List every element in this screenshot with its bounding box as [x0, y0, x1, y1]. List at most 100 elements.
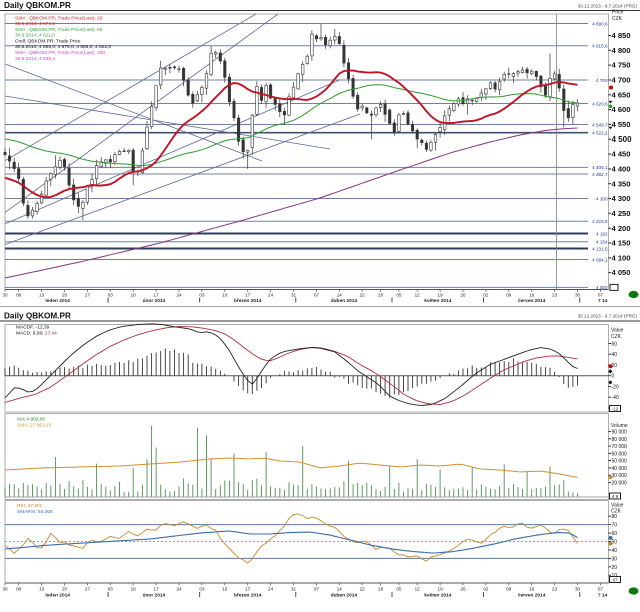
svg-text:4 500: 4 500 [612, 135, 633, 144]
svg-text:4 000: 4 000 [596, 285, 608, 290]
svg-text:-12: -12 [612, 407, 619, 412]
svg-text:4 450: 4 450 [612, 150, 631, 159]
svg-text:17: 17 [245, 587, 251, 592]
svg-text:0: 0 [612, 374, 615, 380]
svg-text:30.12.2013 - 9.7.2014 (PRG): 30.12.2013 - 9.7.2014 (PRG) [578, 314, 638, 319]
svg-text:70: 70 [612, 523, 618, 529]
svg-text:07: 07 [314, 293, 320, 298]
svg-text:-20: -20 [612, 384, 619, 390]
svg-text:4 382,7: 4 382,7 [592, 172, 608, 177]
svg-text:květen 2014: květen 2014 [424, 298, 452, 304]
svg-text:30: 30 [575, 293, 581, 298]
svg-text:duben 2014: duben 2014 [331, 298, 358, 304]
svg-text:07: 07 [598, 293, 604, 298]
svg-text:12: 12 [415, 587, 421, 592]
svg-text:06: 06 [16, 293, 22, 298]
svg-text:4 850: 4 850 [612, 31, 631, 40]
svg-text:03: 03 [108, 293, 114, 298]
svg-text:05: 05 [396, 293, 402, 298]
svg-text:31: 31 [291, 293, 297, 298]
svg-text:26: 26 [460, 587, 466, 592]
svg-text:20 000: 20 000 [612, 481, 628, 487]
svg-text:Daily QBKOM.PR: Daily QBKOM.PR [4, 1, 71, 10]
svg-text:4 650: 4 650 [612, 90, 631, 99]
svg-text:05: 05 [396, 587, 402, 592]
svg-text:10: 10 [131, 587, 137, 592]
svg-text:40: 40 [612, 352, 618, 358]
svg-text:4 223,6: 4 223,6 [592, 219, 608, 224]
svg-text:4 815,6: 4 815,6 [592, 44, 608, 49]
svg-text:90 000: 90 000 [612, 430, 628, 436]
svg-text:30: 30 [612, 556, 618, 562]
svg-text:17: 17 [245, 293, 251, 298]
svg-text:7 14: 7 14 [598, 298, 608, 304]
svg-text:60: 60 [612, 342, 618, 348]
svg-text:červen 2014: červen 2014 [518, 593, 546, 599]
svg-text:27: 27 [85, 587, 91, 592]
svg-text:07: 07 [314, 587, 320, 592]
svg-text:03: 03 [199, 293, 205, 298]
svg-text:SMA ; QBKOM.PR; Trade Price(La: SMA ; QBKOM.PR; Trade Price(Last); 200 [15, 50, 105, 56]
svg-text:28: 28 [378, 587, 384, 592]
svg-text:4 200: 4 200 [612, 224, 631, 233]
svg-text:40: 40 [612, 548, 618, 554]
svg-text:22: 22 [360, 587, 366, 592]
svg-text:CZK: CZK [612, 16, 623, 22]
svg-text:březen 2014: březen 2014 [234, 593, 262, 599]
svg-text:4 800: 4 800 [612, 46, 631, 55]
svg-text:24: 24 [176, 587, 182, 592]
svg-text:24: 24 [268, 587, 274, 592]
svg-text:4 100: 4 100 [612, 253, 631, 262]
svg-text:Volume: Volume [611, 423, 628, 429]
svg-text:březen 2014: březen 2014 [234, 298, 262, 304]
svg-text:19: 19 [438, 293, 444, 298]
svg-text:4 600: 4 600 [612, 105, 631, 114]
svg-text:4 150: 4 150 [612, 239, 631, 248]
svg-text:4 250: 4 250 [612, 209, 631, 218]
svg-text:23: 23 [552, 293, 558, 298]
svg-text:30.6.2014; 4 665,0; 4 676,0; 4: 30.6.2014; 4 665,0; 4 676,0; 4 665,0; 4 … [15, 44, 111, 50]
svg-text:12: 12 [415, 293, 421, 298]
svg-text:SMARSI; 54,308: SMARSI; 54,308 [17, 509, 53, 515]
svg-text:4 890,6: 4 890,6 [592, 21, 608, 26]
svg-text:SMA ; QBKOM.PR; Trade Price(La: SMA ; QBKOM.PR; Trade Price(Last); 20 [15, 15, 103, 21]
svg-text:květen 2014: květen 2014 [424, 593, 452, 599]
svg-text:50 000: 50 000 [612, 459, 628, 465]
svg-text:4 400: 4 400 [612, 165, 631, 174]
svg-text:CZK: CZK [611, 334, 622, 340]
svg-text:30.6.2014; 4 674,6: 30.6.2014; 4 674,6 [15, 21, 55, 27]
svg-text:leden 2014: leden 2014 [45, 298, 70, 304]
svg-text:4 9: 4 9 [612, 494, 619, 499]
svg-text:Vol; 4 902,00: Vol; 4 902,00 [17, 417, 45, 423]
svg-text:RSI; 47,501: RSI; 47,501 [17, 503, 43, 509]
svg-text:30 000: 30 000 [612, 473, 628, 479]
svg-text:4 131,5: 4 131,5 [592, 246, 608, 251]
svg-text:47: 47 [613, 578, 618, 583]
svg-text:14: 14 [337, 587, 343, 592]
svg-text:4 094,1: 4 094,1 [592, 257, 608, 262]
svg-text:03: 03 [108, 587, 114, 592]
svg-text:13: 13 [39, 587, 45, 592]
svg-text:CZK: CZK [611, 509, 622, 515]
svg-text:03: 03 [199, 587, 205, 592]
svg-text:22: 22 [360, 293, 366, 298]
svg-text:09: 09 [506, 293, 512, 298]
svg-text:80 000: 80 000 [612, 437, 628, 443]
svg-text:Cndl; QBKOM.PR; Trade Price: Cndl; QBKOM.PR; Trade Price [15, 38, 81, 44]
svg-text:7 14: 7 14 [598, 593, 608, 599]
svg-text:17: 17 [154, 293, 160, 298]
svg-text:27: 27 [85, 293, 91, 298]
svg-text:4 300: 4 300 [596, 196, 608, 201]
svg-text:14: 14 [337, 293, 343, 298]
svg-text:4 620,6: 4 620,6 [592, 101, 608, 106]
svg-text:20: 20 [612, 363, 618, 369]
svg-text:duben 2014: duben 2014 [331, 593, 358, 599]
svg-text:4 700: 4 700 [596, 78, 608, 83]
svg-text:02: 02 [483, 587, 489, 592]
svg-text:30.6.2014; 4 611,0: 30.6.2014; 4 611,0 [15, 33, 55, 39]
svg-text:07: 07 [598, 587, 604, 592]
svg-text:4 750: 4 750 [612, 61, 631, 70]
svg-text:10: 10 [131, 293, 137, 298]
svg-text:leden 2014: leden 2014 [45, 593, 70, 599]
svg-text:10: 10 [222, 293, 228, 298]
